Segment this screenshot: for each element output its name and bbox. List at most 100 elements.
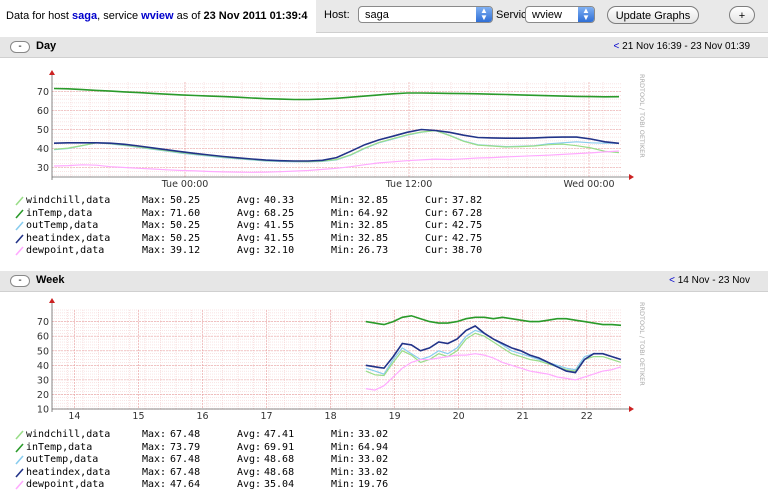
service-select-value: wview [532, 9, 562, 21]
legend-swatch-icon [15, 467, 24, 478]
legend-avg-value: 68.25 [264, 207, 295, 219]
legend-cur-value: 67.28 [452, 207, 483, 219]
week-prev-link[interactable]: < [669, 275, 675, 286]
legend-min-value: 33.02 [358, 466, 389, 478]
legend-series-name: inTemp,data [26, 441, 93, 453]
legend-avg-label: Avg: [237, 454, 262, 465]
legend-max-label: Max: [142, 232, 167, 244]
legend-min-label: Min: [331, 207, 356, 219]
legend-min-label: Min: [331, 466, 356, 478]
host-select[interactable]: saga ▲ ▼ [358, 6, 493, 23]
legend-max-value: 67.48 [170, 454, 201, 465]
x-tick-label: 21 [517, 411, 529, 422]
legend-max-label: Max: [142, 441, 167, 453]
legend-avg-label: Avg: [237, 429, 262, 440]
select-arrows-icon: ▲ ▼ [578, 7, 594, 22]
legend-avg-label: Avg: [237, 232, 262, 244]
x-tick-label: 17 [261, 411, 273, 422]
service-link[interactable]: wview [141, 10, 174, 22]
series-windchill-line [53, 129, 620, 163]
legend-cur-value: 42.75 [452, 220, 483, 231]
legend-max-value: 47.64 [170, 479, 201, 490]
x-tick-label: 20 [453, 411, 465, 422]
legend-cur-value: 37.82 [452, 195, 483, 206]
x-tick-label: 14 [68, 411, 80, 422]
legend-min-label: Min: [331, 195, 356, 206]
legend-max-value: 50.25 [170, 232, 201, 244]
legend-max-value: 67.48 [170, 429, 201, 440]
update-graphs-button[interactable]: Update Graphs [607, 6, 699, 24]
day-chart: 30 40 50 60 70 Tue 00:00 Tue 12:00 Wed 00:00 RRD… [37, 70, 646, 190]
legend-cur-label: Cur: [425, 232, 450, 244]
legend-series-name: windchill,data [26, 429, 111, 440]
host-link[interactable]: saga [72, 10, 98, 22]
y-axis-arrow [49, 298, 55, 303]
legend-swatch-stroke [15, 430, 24, 440]
legend-max-value: 39.12 [170, 245, 201, 256]
info-mid1: , service [97, 10, 142, 22]
legend-min-label: Min: [331, 479, 356, 490]
graph-controls: Host: saga ▲ ▼ Service: wview ▲ ▼ Update G… [316, 0, 768, 33]
day-prev-link[interactable]: < [613, 41, 620, 52]
rrdtool-watermark: RRDTOOL / TOBI OETIKER [638, 302, 646, 386]
legend-swatch-stroke [15, 455, 24, 465]
legend-max-label: Max: [142, 220, 167, 231]
x-tick-label: 22 [581, 411, 593, 422]
legend-max-value: 71.60 [170, 207, 201, 219]
x-axis-arrow [629, 174, 634, 180]
legend-cur-value: 38.70 [452, 245, 483, 256]
legend-series-name: outTemp,data [26, 454, 99, 465]
service-select[interactable]: wview ▲ ▼ [525, 6, 595, 23]
legend-cur-value: 42.75 [452, 232, 483, 244]
rrdtool-watermark: RRDTOOL / TOBI OETIKER [638, 74, 646, 158]
series-inTemp-line [365, 314, 622, 327]
legend-max-label: Max: [142, 429, 167, 440]
series-heatindex-line [53, 128, 620, 162]
legend-swatch-stroke [15, 208, 24, 219]
legend-swatch-icon [15, 455, 24, 465]
legend-swatch-icon [15, 246, 24, 256]
collapse-week-button[interactable]: - [10, 275, 30, 287]
y-tick-label: 30 [37, 163, 49, 174]
y-tick-label: 50 [37, 125, 49, 136]
legend-min-value: 19.76 [358, 479, 389, 490]
x-tick-label: 19 [389, 411, 401, 422]
add-graph-button[interactable]: + [729, 6, 755, 24]
legend-max-value: 67.48 [170, 466, 201, 478]
week-range: < 14 Nov - 23 Nov [669, 275, 750, 286]
legend-max-value: 50.25 [170, 195, 201, 206]
legend-min-value: 64.92 [358, 207, 389, 219]
legend-min-value: 32.85 [358, 232, 389, 244]
legend-avg-value: 32.10 [264, 245, 295, 256]
legend-swatch-stroke [15, 442, 24, 453]
y-tick-label: 60 [37, 106, 49, 117]
info-prefix: Data for host [6, 10, 73, 22]
y-axis-arrow [49, 70, 55, 75]
info-mid2: as of [173, 10, 204, 22]
legend-swatch-icon [15, 480, 24, 490]
series-inTemp-line [53, 87, 620, 101]
series-dewpoint-line [53, 150, 620, 173]
legend-swatch-icon [15, 196, 24, 206]
legend-swatch-icon [15, 442, 24, 453]
legend-min-label: Min: [331, 429, 356, 440]
legend-swatch-stroke [15, 196, 24, 206]
legend-swatch-icon [15, 221, 24, 231]
collapse-day-button[interactable]: - [10, 41, 30, 53]
legend-swatch-stroke [15, 480, 24, 490]
legend-cur-label: Cur: [425, 245, 450, 256]
legend-min-value: 33.02 [358, 454, 389, 465]
legend-max-label: Max: [142, 479, 167, 490]
week-section-title: Week [36, 274, 65, 286]
y-tick-label: 30 [37, 375, 49, 386]
legend-avg-value: 41.55 [264, 232, 295, 244]
host-label: Host: [324, 9, 350, 21]
legend-min-value: 64.94 [358, 441, 389, 453]
legend-swatch-icon [15, 208, 24, 219]
legend-min-label: Min: [331, 441, 356, 453]
legend-series-name: windchill,data [26, 195, 111, 206]
legend-avg-value: 48.68 [264, 466, 295, 478]
select-arrows-icon: ▲ ▼ [476, 7, 492, 22]
legend-avg-value: 47.41 [264, 429, 295, 440]
x-tick-label: 15 [132, 411, 144, 422]
